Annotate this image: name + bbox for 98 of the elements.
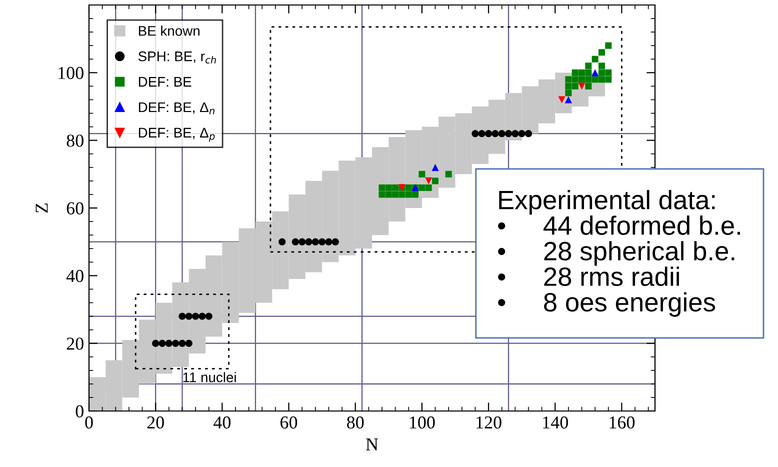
- point: [325, 238, 332, 246]
- point: [524, 130, 532, 138]
- point: [578, 69, 586, 76]
- point: [185, 312, 192, 320]
- point: [472, 130, 479, 138]
- point: [178, 312, 186, 320]
- point: [425, 184, 432, 191]
- annotation: • 28 spherical b.e.: [498, 241, 734, 266]
- x-tick-label: 20: [147, 416, 164, 429]
- point: [298, 238, 306, 246]
- point: [585, 76, 592, 83]
- x-tick-label: 100: [410, 416, 435, 429]
- point: [405, 191, 412, 198]
- point: [152, 340, 160, 347]
- point: [185, 340, 192, 347]
- point: [398, 191, 406, 198]
- point: [605, 69, 612, 76]
- point: [578, 82, 586, 90]
- point: [332, 238, 339, 246]
- point: [585, 69, 592, 76]
- point: [278, 238, 286, 246]
- point: [565, 82, 572, 90]
- point: [405, 184, 412, 191]
- y-axis-title: Z: [36, 203, 48, 213]
- x-tick-label: 60: [280, 416, 298, 429]
- point: [165, 340, 172, 347]
- point: [432, 164, 439, 171]
- point: [592, 76, 598, 83]
- point: [478, 130, 486, 138]
- point: [504, 130, 512, 138]
- point: [158, 340, 166, 347]
- point: [605, 76, 612, 83]
- annotation: Experimental data:: [499, 190, 715, 215]
- point: [484, 130, 492, 138]
- legend-label: SPH: BE, r$_{ch}$: [138, 51, 216, 64]
- y-tick-label: 40: [66, 270, 84, 282]
- point: [318, 238, 326, 246]
- point: [418, 184, 426, 191]
- point: [378, 191, 386, 198]
- point: [605, 42, 612, 49]
- point: [492, 130, 499, 138]
- legend-label: DEF: BE, Δ$_{n}$: [138, 102, 214, 114]
- point: [585, 82, 592, 90]
- annotation: • 8 oes energies: [498, 292, 716, 317]
- point: [385, 191, 392, 198]
- x-tick-label: 160: [610, 416, 635, 429]
- point: [312, 238, 319, 246]
- point: [518, 130, 526, 138]
- y-tick-label: 80: [66, 134, 84, 147]
- annotation: • 28 rms radii: [498, 266, 679, 286]
- point: [198, 312, 206, 320]
- annotation: • 44 deformed b.e.: [498, 216, 740, 235]
- point: [598, 62, 605, 70]
- point: [512, 130, 519, 138]
- point: [572, 69, 578, 76]
- point: [572, 82, 578, 90]
- point: [598, 69, 605, 76]
- point: [445, 170, 452, 178]
- point: [565, 90, 572, 96]
- legend-label: DEF: BE: [138, 77, 192, 87]
- point: [578, 76, 586, 83]
- y-tick-label: 20: [66, 338, 84, 350]
- point: [598, 49, 605, 56]
- point: [592, 69, 599, 76]
- y-tick-label: 0: [76, 405, 84, 418]
- point: [585, 62, 592, 70]
- point: [205, 312, 212, 320]
- point: [385, 184, 392, 191]
- x-tick-label: 140: [543, 416, 568, 429]
- point: [564, 96, 572, 104]
- point: [392, 191, 399, 198]
- x-tick-label: 120: [476, 416, 502, 429]
- point: [178, 340, 186, 347]
- point: [305, 238, 312, 246]
- point: [412, 191, 419, 198]
- point: [598, 76, 605, 83]
- point: [392, 184, 399, 191]
- y-tick-label: 60: [66, 202, 84, 214]
- y-tick-label: 100: [58, 66, 84, 80]
- point: [432, 178, 439, 184]
- point: [378, 184, 386, 191]
- point: [192, 312, 200, 320]
- point: [498, 130, 506, 138]
- point: [572, 76, 578, 83]
- x-tick-label: 0: [85, 416, 93, 429]
- point: [425, 177, 432, 184]
- legend-label: DEF: BE, Δ$_{p}$: [138, 128, 215, 142]
- point: [418, 170, 426, 178]
- point: [565, 76, 572, 83]
- annotation: 11 nuclei: [183, 372, 236, 382]
- legend-label: BE known: [138, 26, 200, 36]
- point: [592, 56, 598, 62]
- point: [292, 238, 299, 246]
- x-axis-title: N: [366, 438, 378, 450]
- point: [172, 340, 180, 347]
- x-tick-label: 80: [347, 416, 364, 429]
- point: [558, 96, 566, 104]
- x-tick-label: 40: [214, 416, 231, 429]
